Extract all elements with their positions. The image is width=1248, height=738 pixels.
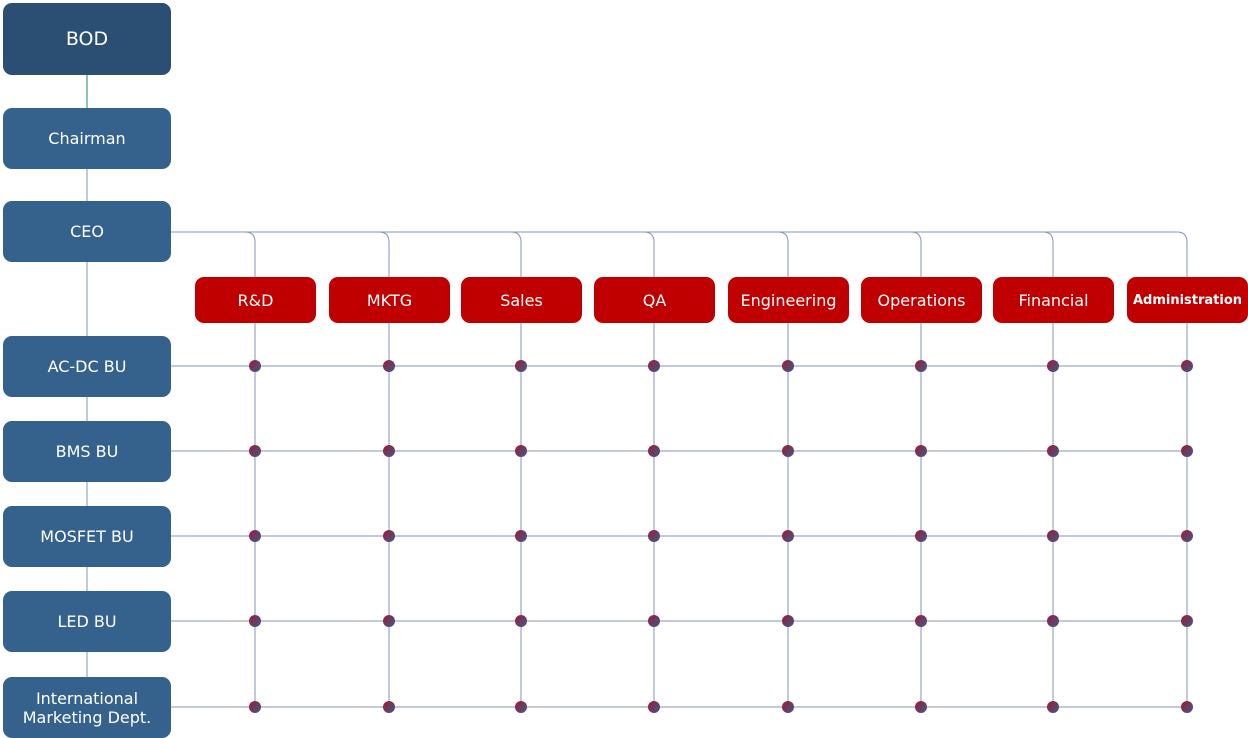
dept-label: R&D: [237, 290, 274, 310]
matrix-node-dot: [782, 701, 794, 713]
department-column-connector: [510, 231, 522, 707]
bod-label: BOD: [65, 27, 109, 50]
dept-box-sales[interactable]: Sales: [461, 277, 582, 323]
matrix-node-dot: [515, 530, 527, 542]
matrix-node-dot: [383, 615, 395, 627]
matrix-node-dot: [1047, 360, 1059, 372]
bu-box-ac-dc[interactable]: AC-DC BU: [3, 336, 171, 397]
ceo-label: CEO: [70, 222, 104, 241]
bu-box-international-marketing[interactable]: International Marketing Dept.: [3, 677, 171, 738]
bu-label: International Marketing Dept.: [22, 688, 152, 727]
matrix-node-dot: [782, 615, 794, 627]
dept-label: Financial: [1018, 290, 1089, 310]
matrix-node-dot: [782, 445, 794, 457]
matrix-node-dot: [383, 701, 395, 713]
matrix-node-dot: [515, 701, 527, 713]
matrix-node-dot: [1047, 615, 1059, 627]
matrix-node-dot: [515, 360, 527, 372]
dept-box-operations[interactable]: Operations: [861, 277, 982, 323]
matrix-node-dot: [1047, 701, 1059, 713]
chairman-box[interactable]: Chairman: [3, 108, 171, 169]
matrix-node-dot: [1181, 360, 1193, 372]
matrix-node-dot: [383, 360, 395, 372]
matrix-node-dot: [249, 615, 261, 627]
dept-box-engineering[interactable]: Engineering: [728, 277, 849, 323]
dept-box-administration[interactable]: Administration: [1127, 277, 1248, 323]
matrix-node-dot: [1181, 445, 1193, 457]
department-column-connector: [643, 231, 655, 707]
dept-label: MKTG: [366, 290, 413, 310]
dept-label: QA: [642, 290, 667, 310]
matrix-node-dot: [915, 445, 927, 457]
matrix-node-dot: [515, 445, 527, 457]
matrix-node-dot: [915, 360, 927, 372]
matrix-node-dot: [383, 530, 395, 542]
matrix-node-dot: [915, 701, 927, 713]
matrix-node-dot: [782, 530, 794, 542]
bu-label: BMS BU: [55, 442, 119, 461]
department-column-connector: [910, 231, 922, 707]
dept-box-qa[interactable]: QA: [594, 277, 715, 323]
dept-label: Operations: [877, 290, 966, 310]
matrix-node-dot: [1047, 530, 1059, 542]
ceo-box[interactable]: CEO: [3, 201, 171, 262]
matrix-node-dot: [915, 530, 927, 542]
dept-box-mktg[interactable]: MKTG: [329, 277, 450, 323]
matrix-node-dot: [383, 445, 395, 457]
matrix-node-dot: [249, 701, 261, 713]
matrix-node-dot: [515, 615, 527, 627]
matrix-node-dot: [782, 360, 794, 372]
dept-label: Engineering: [740, 290, 837, 310]
matrix-node-dot: [249, 445, 261, 457]
matrix-node-dot: [648, 615, 660, 627]
bod-box[interactable]: BOD: [3, 3, 171, 75]
dept-box-financial[interactable]: Financial: [993, 277, 1114, 323]
bu-label: LED BU: [57, 612, 117, 631]
department-column-connector: [1176, 231, 1188, 707]
bu-box-bms[interactable]: BMS BU: [3, 421, 171, 482]
matrix-node-dot: [648, 445, 660, 457]
matrix-node-dot: [648, 360, 660, 372]
matrix-node-dot: [1181, 530, 1193, 542]
matrix-node-dot: [249, 360, 261, 372]
bu-label: AC-DC BU: [47, 357, 127, 376]
matrix-node-dot: [1047, 445, 1059, 457]
department-column-connector: [1042, 231, 1054, 707]
bu-label: MOSFET BU: [40, 527, 134, 546]
department-column-connector: [378, 231, 390, 707]
bu-box-led[interactable]: LED BU: [3, 591, 171, 652]
dept-label: Sales: [500, 290, 543, 310]
matrix-node-dot: [1181, 701, 1193, 713]
matrix-node-dot: [1181, 615, 1193, 627]
matrix-node-dot: [648, 530, 660, 542]
dept-box-rnd[interactable]: R&D: [195, 277, 316, 323]
matrix-node-dot: [915, 615, 927, 627]
matrix-node-dot: [249, 530, 261, 542]
department-column-connector: [244, 231, 256, 707]
bu-box-mosfet[interactable]: MOSFET BU: [3, 506, 171, 567]
chairman-label: Chairman: [48, 129, 126, 148]
department-column-connector: [777, 231, 789, 707]
dept-label: Administration: [1132, 292, 1243, 308]
matrix-node-dot: [648, 701, 660, 713]
